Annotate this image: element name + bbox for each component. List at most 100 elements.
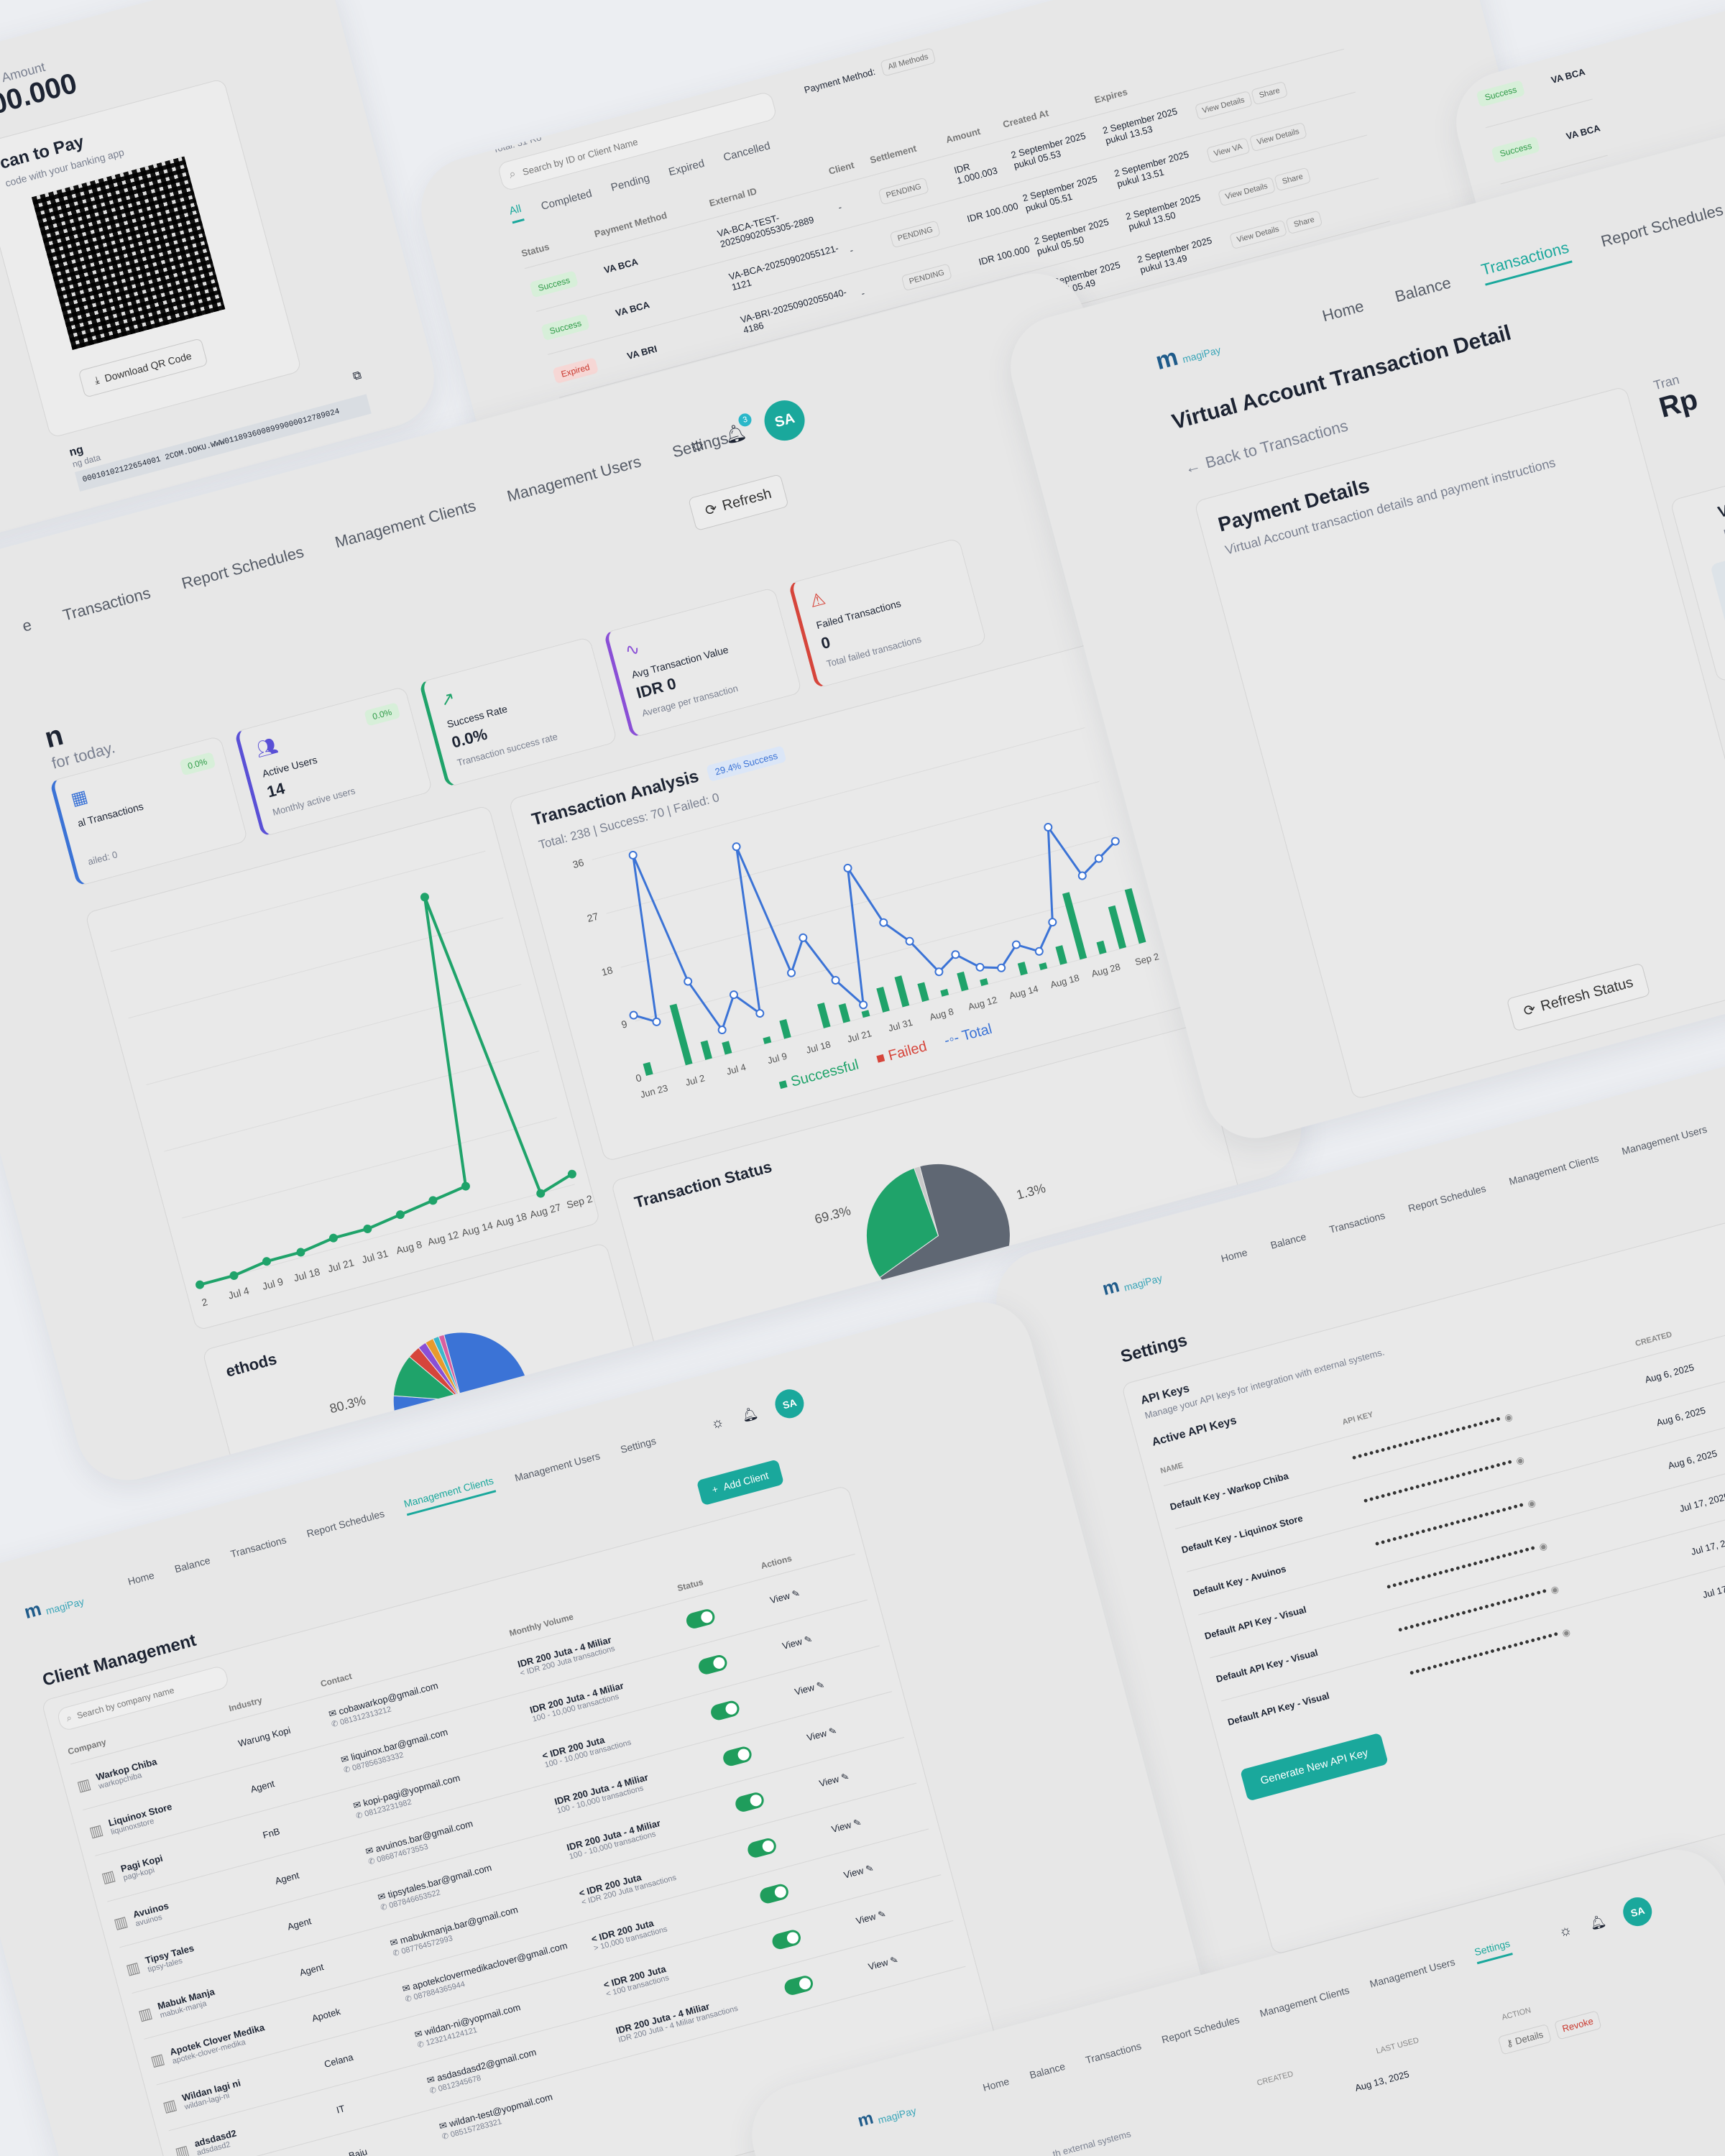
eye-icon[interactable]: ◉ bbox=[1547, 1583, 1560, 1596]
building-icon: ▥ bbox=[161, 2096, 179, 2116]
nav-home[interactable]: Home bbox=[981, 2075, 1011, 2093]
eye-icon[interactable]: ◉ bbox=[1512, 1453, 1526, 1468]
status-toggle[interactable] bbox=[745, 1836, 778, 1859]
share-button[interactable]: Share bbox=[1274, 167, 1312, 191]
avatar[interactable]: SA bbox=[760, 395, 810, 446]
view-details-button[interactable]: View Details bbox=[1217, 176, 1276, 206]
nav-transactions[interactable]: Transactions bbox=[1479, 238, 1573, 286]
tab-expired[interactable]: Expired bbox=[667, 157, 706, 178]
view-details-button[interactable]: View Details bbox=[1194, 90, 1253, 121]
edit-icon[interactable]: ✎ bbox=[788, 1587, 801, 1601]
status-toggle[interactable] bbox=[721, 1744, 753, 1768]
tab-all[interactable]: All bbox=[507, 202, 525, 224]
nav-home[interactable]: Home bbox=[1320, 296, 1366, 325]
nav-report-schedules[interactable]: Report Schedules bbox=[179, 543, 306, 593]
nav-settings[interactable]: Settings bbox=[619, 1434, 658, 1455]
nav-balance[interactable]: Balance bbox=[1392, 273, 1453, 305]
nav-management-users[interactable]: Management Users bbox=[1368, 1955, 1456, 1990]
nav-management-users[interactable]: Management Users bbox=[1620, 1123, 1708, 1157]
nav-settings[interactable]: Settings bbox=[1473, 1937, 1513, 1965]
generate-api-key-button[interactable]: Generate New API Key bbox=[1240, 1732, 1389, 1802]
stat-hint: Total failed transactions bbox=[825, 633, 923, 670]
nav-report-schedules[interactable]: Report Schedules bbox=[305, 1507, 386, 1539]
eye-icon[interactable]: ◉ bbox=[1523, 1496, 1537, 1511]
view-link[interactable]: View bbox=[781, 1636, 804, 1652]
share-button[interactable]: Share bbox=[1285, 210, 1323, 234]
status-toggle[interactable] bbox=[709, 1698, 741, 1722]
view-link[interactable]: View bbox=[793, 1682, 816, 1697]
status-toggle[interactable] bbox=[733, 1790, 766, 1813]
nav-report-schedules[interactable]: Report Schedules bbox=[1160, 2013, 1241, 2045]
theme-toggle-icon[interactable]: ☼ bbox=[1557, 1921, 1574, 1940]
tab-cancelled[interactable]: Cancelled bbox=[722, 139, 772, 164]
status-toggle[interactable] bbox=[783, 1973, 815, 1996]
view-link[interactable]: View bbox=[818, 1773, 840, 1789]
avatar[interactable]: SA bbox=[772, 1386, 808, 1422]
tab-completed[interactable]: Completed bbox=[539, 187, 594, 213]
eye-icon[interactable]: ◉ bbox=[1535, 1539, 1549, 1553]
view-details-button[interactable]: View VA bbox=[1205, 137, 1251, 163]
tab-pending[interactable]: Pending bbox=[610, 171, 651, 194]
settlement-badge: PENDING bbox=[901, 262, 953, 291]
nav-management-clients[interactable]: Management Clients bbox=[1258, 1984, 1351, 2019]
edit-icon[interactable]: ✎ bbox=[874, 1908, 888, 1922]
refresh-status-button[interactable]: ⟳ Refresh Status bbox=[1506, 962, 1651, 1032]
nav-transactions[interactable]: Transactions bbox=[1328, 1209, 1386, 1235]
bell-icon[interactable]: 🔔︎ 3 bbox=[722, 411, 753, 447]
nav-management-users[interactable]: Management Users bbox=[513, 1449, 602, 1483]
settlement-badge: PENDING bbox=[878, 177, 929, 205]
revoke-button[interactable]: Revoke bbox=[1553, 2010, 1602, 2040]
view-link[interactable]: View bbox=[855, 1910, 878, 1927]
view-link[interactable]: View bbox=[867, 1956, 890, 1973]
nav-management-users[interactable]: Management Users bbox=[505, 452, 643, 506]
nav-management-clients[interactable]: Management Clients bbox=[1507, 1151, 1600, 1187]
status-toggle[interactable] bbox=[758, 1881, 791, 1905]
nav-balance[interactable]: Balance bbox=[1269, 1230, 1307, 1251]
nav-home[interactable]: Home bbox=[1219, 1245, 1249, 1264]
edit-icon[interactable]: ✎ bbox=[862, 1862, 875, 1876]
download-qr-button[interactable]: ⤓ Download QR Code bbox=[78, 338, 208, 398]
view-link[interactable]: View bbox=[842, 1865, 865, 1881]
data-point bbox=[729, 990, 738, 1000]
details-button[interactable]: ⚷ Details bbox=[1497, 2024, 1552, 2055]
nav-balance[interactable]: Balance bbox=[173, 1554, 212, 1575]
view-link[interactable]: View bbox=[805, 1727, 828, 1743]
data-point bbox=[1044, 823, 1053, 832]
edit-icon[interactable]: ✎ bbox=[850, 1816, 862, 1830]
data-point bbox=[628, 850, 638, 860]
nav-management-clients[interactable]: Management Clients bbox=[402, 1474, 497, 1516]
edit-icon[interactable]: ✎ bbox=[824, 1725, 838, 1738]
nav-management-clients[interactable]: Management Clients bbox=[333, 496, 478, 552]
share-button[interactable]: Share bbox=[1251, 80, 1288, 105]
nav-transactions[interactable]: Transactions bbox=[60, 584, 152, 625]
bell-icon[interactable]: 🔔︎ bbox=[740, 1405, 760, 1424]
payment-method-select[interactable]: All Methods bbox=[880, 47, 937, 77]
data-point bbox=[461, 1181, 470, 1191]
nav-transactions[interactable]: Transactions bbox=[1084, 2039, 1143, 2066]
eye-icon[interactable]: ◉ bbox=[1558, 1626, 1572, 1639]
edit-icon[interactable]: ✎ bbox=[886, 1953, 900, 1968]
x-tick-label: Sep 2 bbox=[565, 1193, 594, 1211]
bell-icon[interactable]: 🔔︎ bbox=[1588, 1912, 1608, 1932]
nav-transactions[interactable]: Transactions bbox=[229, 1533, 288, 1560]
edit-icon[interactable]: ✎ bbox=[812, 1679, 826, 1692]
eye-icon[interactable]: ◉ bbox=[1500, 1410, 1514, 1424]
edit-icon[interactable]: ✎ bbox=[800, 1633, 814, 1646]
status-toggle[interactable] bbox=[696, 1653, 729, 1676]
edit-icon[interactable]: ✎ bbox=[837, 1770, 850, 1784]
view-details-button[interactable]: View Details bbox=[1228, 219, 1287, 249]
nav-balance[interactable]: Balance bbox=[1028, 2060, 1067, 2081]
add-client-button[interactable]: + Add Client bbox=[696, 1459, 784, 1506]
theme-toggle-icon[interactable]: ☼ bbox=[709, 1413, 726, 1432]
nav-report-schedules[interactable]: Report Schedules bbox=[1598, 200, 1725, 251]
share-button[interactable]: View Details bbox=[1248, 121, 1307, 152]
avatar[interactable]: SA bbox=[1619, 1894, 1655, 1930]
nav-home[interactable]: Home bbox=[126, 1569, 156, 1588]
refresh-button[interactable]: ⟳ Refresh bbox=[688, 474, 789, 532]
status-toggle[interactable] bbox=[770, 1927, 803, 1951]
nav-balance[interactable]: e bbox=[20, 615, 34, 635]
status-toggle[interactable] bbox=[684, 1607, 717, 1630]
nav-report-schedules[interactable]: Report Schedules bbox=[1407, 1181, 1487, 1215]
view-link[interactable]: View bbox=[830, 1819, 852, 1835]
view-link[interactable]: View bbox=[768, 1590, 791, 1606]
